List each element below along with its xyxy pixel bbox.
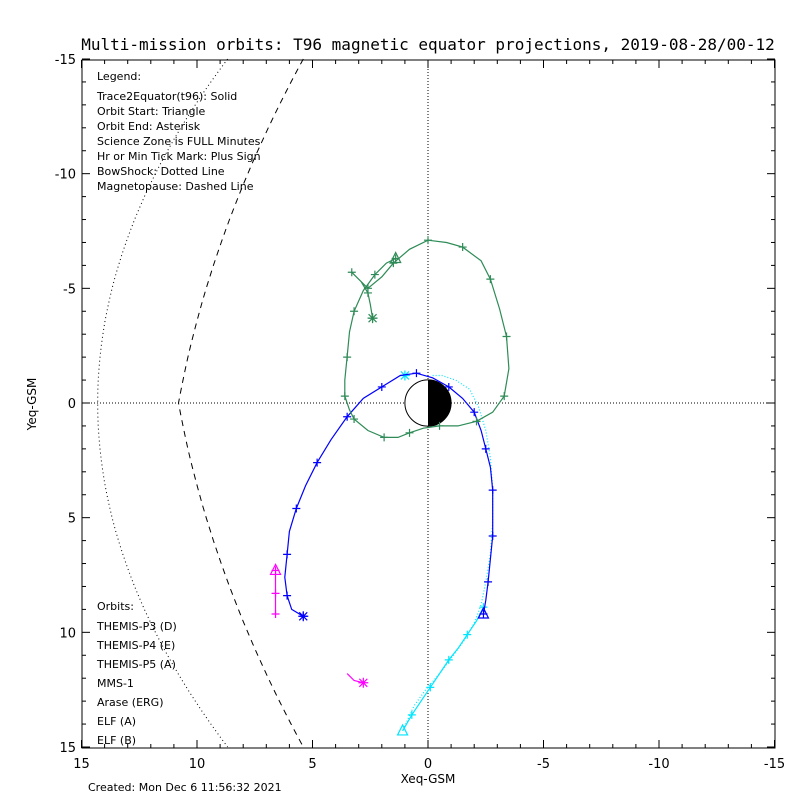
y-tick-label: 15: [59, 741, 76, 756]
themis-p5-a-start-triangle: [269, 563, 282, 576]
arase-erg-end-asterisk: [367, 313, 378, 324]
arase-erg-tick-mark: [502, 332, 511, 341]
arase-erg-tick-mark: [343, 353, 352, 362]
arase-erg-tick-mark: [424, 236, 432, 245]
themis-p4-e-orbit-line: [284, 372, 494, 617]
orbit-legend-item: THEMIS-P3 (D): [96, 620, 177, 633]
legend-line: Magnetopause: Dashed Line: [97, 180, 254, 193]
y-tick-label: 5: [68, 512, 76, 527]
themis-p4-e-tick-mark: [470, 408, 479, 417]
arase-erg-tick-mark: [458, 243, 467, 252]
arase-erg-tick-mark: [435, 421, 444, 430]
x-tick-label: 10: [189, 757, 206, 772]
y-tick-label: -5: [63, 282, 76, 297]
chart-title: Multi-mission orbits: T96 magnetic equat…: [81, 35, 775, 54]
arase-erg-tick-mark: [363, 284, 372, 293]
legend-line: Science Zone is FULL Minutes: [97, 135, 261, 148]
themis-p4-e-tick-mark: [343, 412, 352, 421]
themis-p3-d-tick-mark: [407, 710, 416, 719]
orbit-legend-item: ELF (A): [97, 715, 136, 728]
orbit-legend-item: THEMIS-P4 (E): [96, 639, 175, 652]
y-tick-label: -15: [55, 53, 76, 68]
themis-p4-e-tick-mark: [412, 369, 421, 378]
x-tick-label: 0: [424, 757, 432, 772]
arase-erg-start-triangle: [389, 251, 402, 264]
themis-p4-e-tick-mark: [283, 550, 292, 559]
magnetopause-line: [177, 58, 304, 748]
themis-p5-a-orbit-line-2: [346, 673, 364, 684]
themis-p4-e-tick-mark: [488, 486, 497, 495]
legend-line: Orbit Start: Triangle: [97, 105, 206, 118]
themis-p4-e-tick-mark: [484, 577, 493, 586]
themis-p3-d-start-triangle: [396, 723, 409, 736]
themis-p5-a-end-asterisk: [358, 677, 369, 688]
x-tick-label: -15: [764, 757, 785, 772]
orbits-title: Orbits:: [97, 600, 134, 613]
themis-p3-d-tick-mark: [444, 655, 453, 664]
arase-erg-tick-mark: [350, 307, 359, 316]
created-timestamp: Created: Mon Dec 6 11:56:32 2021: [88, 781, 282, 794]
x-tick-label: 15: [73, 757, 90, 772]
themis-p4-e-tick-mark: [313, 458, 322, 467]
arase-erg-tick-mark: [500, 392, 509, 401]
themis-p3-d-orbit-line-dotted: [402, 374, 494, 732]
themis-p4-e-tick-mark: [488, 532, 497, 541]
orbit-legend-item: MMS-1: [97, 677, 134, 690]
arase-erg-tick-mark: [370, 270, 379, 279]
themis-p3-d-end-asterisk: [399, 370, 410, 381]
arase-erg-tick-mark: [380, 433, 389, 442]
themis-p5-a-tick-mark: [271, 609, 280, 618]
themis-p4-e-tick-mark: [377, 382, 386, 391]
arase-erg-tick-mark: [350, 415, 359, 424]
x-tick-label: -5: [537, 757, 550, 772]
orbit-legend-item: ELF (B): [97, 734, 136, 747]
x-tick-label: -10: [648, 757, 669, 772]
themis-p5-a-tick-mark: [271, 589, 280, 598]
arase-erg-tick-mark: [472, 417, 481, 426]
y-tick-label: 0: [68, 397, 76, 412]
themis-p4-e-tick-mark: [283, 591, 292, 600]
y-tick-label: 10: [59, 626, 76, 641]
arase-erg-tick-mark: [347, 268, 356, 277]
x-axis-label: Xeq-GSM: [401, 772, 456, 786]
themis-p4-e-tick-mark: [292, 504, 301, 513]
arase-erg-tick-mark: [405, 428, 414, 437]
legend-line: Hr or Min Tick Mark: Plus Sign: [97, 150, 261, 163]
themis-p3-d-tick-mark: [426, 683, 435, 692]
arase-erg-orbit-line: [344, 239, 510, 438]
legend-line: Orbit End: Asterisk: [97, 120, 201, 133]
y-axis-label: Yeq-GSM: [25, 378, 39, 432]
themis-p4-e-end-asterisk: [298, 611, 309, 622]
arase-erg-tick-mark: [486, 275, 495, 284]
legend-title: Legend:: [97, 70, 141, 83]
earth-night-side: [428, 379, 452, 427]
themis-p4-e-start-triangle: [477, 606, 490, 619]
legend-line: Trace2Equator(t96): Solid: [96, 90, 237, 103]
orbit-legend-item: Arase (ERG): [97, 696, 163, 709]
themis-p3-d-tick-mark: [463, 630, 472, 639]
themis-p4-e-tick-mark: [444, 382, 453, 391]
x-tick-label: 5: [308, 757, 316, 772]
orbit-legend-item: THEMIS-P5 (A): [96, 658, 176, 671]
arase-erg-tick-mark: [340, 392, 349, 401]
themis-p4-e-tick-mark: [481, 444, 490, 453]
y-tick-label: -10: [55, 168, 76, 183]
themis-p3-d-orbit-line: [402, 606, 484, 732]
legend-line: BowShock: Dotted Line: [97, 165, 225, 178]
